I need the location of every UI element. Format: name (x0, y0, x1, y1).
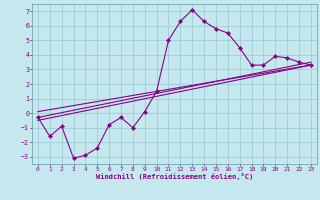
X-axis label: Windchill (Refroidissement éolien,°C): Windchill (Refroidissement éolien,°C) (96, 173, 253, 180)
